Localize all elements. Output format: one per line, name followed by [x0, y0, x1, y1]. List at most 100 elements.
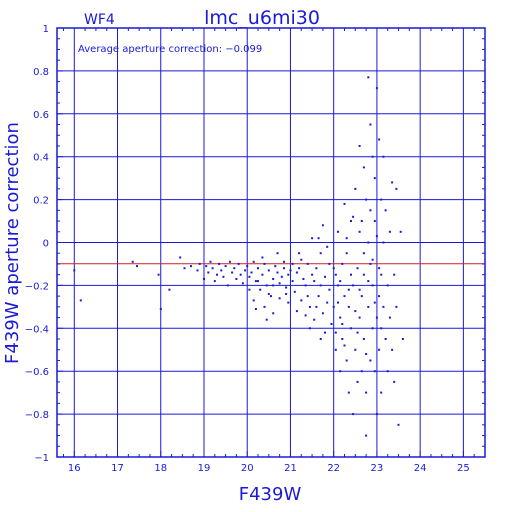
data-point — [356, 331, 359, 334]
data-point — [384, 209, 387, 212]
data-point — [360, 220, 363, 222]
data-point — [373, 370, 376, 373]
data-point — [306, 295, 309, 298]
data-point — [308, 305, 311, 308]
data-point — [259, 288, 262, 291]
chart-title: lmc_u6mi30 — [204, 7, 320, 29]
data-point — [382, 241, 385, 244]
data-point — [226, 284, 229, 287]
data-point — [337, 284, 339, 287]
data-point — [228, 260, 231, 263]
data-point — [244, 269, 247, 272]
y-axis-label: F439W aperture correction — [2, 122, 23, 364]
data-point — [380, 327, 383, 330]
data-point — [354, 187, 357, 190]
data-point — [295, 271, 298, 274]
data-point — [263, 262, 266, 265]
data-point — [285, 286, 288, 289]
data-point — [362, 166, 365, 169]
data-point — [326, 301, 329, 304]
data-point — [391, 181, 394, 184]
data-point — [339, 280, 342, 283]
data-point — [373, 177, 376, 180]
data-point — [378, 295, 381, 298]
data-point — [382, 305, 385, 308]
data-point — [218, 262, 221, 265]
data-point — [356, 380, 359, 383]
data-point — [401, 338, 404, 340]
data-point — [362, 252, 365, 255]
data-point — [347, 288, 350, 291]
data-point — [278, 297, 281, 300]
data-point — [395, 187, 398, 190]
data-point — [203, 278, 205, 280]
data-point — [350, 327, 352, 330]
data-point — [246, 265, 249, 268]
data-point — [345, 359, 348, 362]
data-point — [190, 265, 192, 268]
data-point — [328, 288, 331, 291]
data-point — [295, 310, 298, 313]
data-point — [198, 262, 201, 265]
data-point — [136, 265, 138, 268]
y-tick-label: 0.4 — [33, 153, 49, 164]
data-point — [337, 301, 339, 304]
data-point — [337, 230, 339, 233]
data-point — [313, 318, 316, 321]
data-point — [209, 260, 212, 263]
y-tick-label: 1 — [43, 24, 49, 35]
data-point — [399, 230, 402, 233]
y-tick-label: 0.6 — [33, 110, 49, 121]
data-point — [332, 305, 335, 308]
data-point — [278, 282, 281, 285]
data-point — [388, 316, 391, 319]
data-point — [233, 267, 236, 270]
x-axis-label: F439W — [239, 484, 302, 505]
data-point — [315, 267, 318, 270]
data-point — [231, 271, 234, 274]
data-point — [263, 305, 266, 308]
data-point — [317, 237, 320, 240]
data-point — [365, 434, 368, 437]
data-point — [289, 269, 292, 272]
x-tick-label: 18 — [154, 463, 167, 474]
y-tick-label: −0.6 — [25, 367, 49, 378]
data-point — [291, 280, 294, 283]
data-point — [317, 295, 320, 298]
data-point — [265, 284, 268, 287]
data-point — [311, 237, 314, 240]
data-point — [313, 280, 316, 283]
data-point — [358, 316, 361, 319]
data-point — [373, 220, 376, 222]
data-point — [373, 301, 376, 304]
data-point — [341, 262, 344, 265]
data-point — [321, 312, 324, 315]
x-tick-label: 22 — [327, 463, 340, 474]
data-point — [369, 123, 372, 126]
data-point — [248, 275, 251, 278]
data-point — [341, 323, 344, 325]
data-point — [324, 331, 326, 334]
data-point — [205, 265, 208, 268]
data-point — [386, 284, 389, 287]
data-point — [73, 269, 76, 272]
data-point — [283, 260, 285, 263]
x-tick-label: 25 — [457, 463, 470, 474]
data-point — [375, 235, 378, 238]
data-point — [334, 348, 337, 351]
x-tick-label: 21 — [284, 463, 297, 474]
y-tick-label: 0.8 — [33, 67, 49, 78]
data-point — [367, 241, 370, 244]
data-point — [334, 273, 337, 276]
data-point — [347, 305, 350, 308]
data-point — [384, 338, 387, 340]
data-point — [367, 280, 370, 283]
data-point — [239, 273, 242, 276]
data-point — [375, 87, 378, 90]
data-point — [291, 262, 294, 265]
data-point — [358, 145, 361, 147]
data-point — [352, 284, 355, 287]
data-point — [332, 267, 335, 270]
data-point — [287, 301, 290, 304]
data-point — [168, 288, 171, 291]
